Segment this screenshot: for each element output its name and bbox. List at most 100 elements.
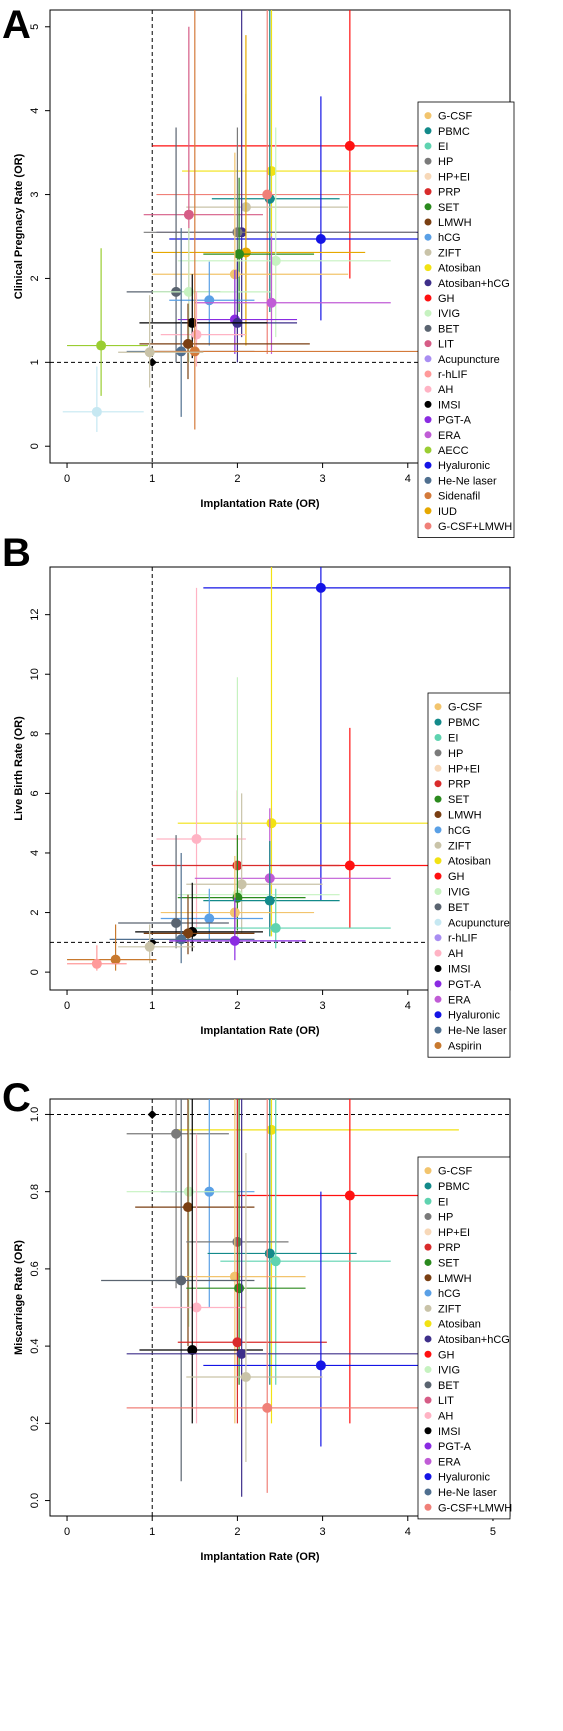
legend-swatch <box>424 431 432 439</box>
y-tick-label: 2 <box>29 275 41 281</box>
legend-swatch <box>424 279 432 287</box>
x-tick-label: 1 <box>149 1526 155 1538</box>
data-point <box>191 329 202 340</box>
legend-swatch <box>424 142 432 150</box>
legend-swatch <box>434 918 442 926</box>
legend-swatch <box>434 903 442 911</box>
legend-swatch <box>424 127 432 135</box>
data-point <box>240 1372 251 1382</box>
data-point <box>187 1344 198 1355</box>
x-tick-label: 3 <box>320 473 326 485</box>
legend-label: LMWH <box>438 1273 472 1285</box>
legend-label: IVIG <box>438 308 460 320</box>
data-point <box>183 928 193 939</box>
y-tick-label: 1.0 <box>29 1107 41 1122</box>
legend-swatch <box>424 157 432 165</box>
legend-swatch <box>424 1396 432 1404</box>
legend-swatch <box>424 385 432 393</box>
data-point <box>266 1124 277 1135</box>
data-points <box>67 567 510 971</box>
legend-swatch <box>434 1011 442 1019</box>
legend-label: GH <box>438 1349 455 1361</box>
y-tick-label: 4 <box>29 850 41 856</box>
legend-swatch <box>424 340 432 348</box>
legend-swatch <box>424 203 432 211</box>
data-point <box>270 1256 281 1267</box>
legend-swatch <box>424 416 432 424</box>
x-tick-label: 1 <box>149 1000 155 1012</box>
legend-label: hCG <box>438 232 461 244</box>
legend-label: EI <box>438 1196 448 1208</box>
x-tick-label: 4 <box>405 473 411 485</box>
legend-swatch <box>424 172 432 180</box>
data-point <box>229 935 240 946</box>
data-point <box>266 818 277 829</box>
data-point <box>191 1302 202 1313</box>
data-point <box>236 1348 247 1359</box>
legend-swatch <box>424 188 432 196</box>
legend-swatch <box>424 1197 432 1205</box>
legend-label: IVIG <box>438 1365 460 1377</box>
legend-label: ERA <box>448 994 471 1006</box>
data-point <box>315 1360 326 1371</box>
data-point <box>232 227 243 238</box>
legend-label: HP+EI <box>438 1227 470 1239</box>
legend-swatch <box>424 294 432 302</box>
legend-swatch <box>424 1304 432 1312</box>
legend-label: ERA <box>438 1456 461 1468</box>
legend-label: Aspirin <box>448 1041 482 1053</box>
data-point <box>204 913 215 924</box>
x-tick-label: 3 <box>320 1000 326 1012</box>
legend-swatch <box>424 446 432 454</box>
data-point <box>183 1202 193 1213</box>
chart-panel-B: B012345024681012Implantation Rate (OR)Li… <box>2 531 511 1058</box>
legend-label: AECC <box>438 445 469 457</box>
legend-swatch <box>434 718 442 726</box>
legend-label: AH <box>448 948 463 960</box>
legend-swatch <box>424 1366 432 1374</box>
legend-swatch <box>424 1320 432 1328</box>
data-point <box>315 234 326 245</box>
legend-label: LMWH <box>438 217 472 229</box>
x-tick-label: 0 <box>64 1526 70 1538</box>
legend-swatch <box>424 233 432 241</box>
legend-swatch <box>424 218 432 226</box>
legend-swatch <box>434 934 442 942</box>
legend-label: hCG <box>448 825 471 837</box>
x-axis-title: Implantation Rate (OR) <box>200 1551 320 1563</box>
legend-label: Hyaluronic <box>448 1010 500 1022</box>
data-point <box>266 166 277 177</box>
legend-box <box>417 101 515 539</box>
legend-swatch <box>424 1213 432 1221</box>
legend-label: ERA <box>438 430 461 442</box>
panel-letter: A <box>2 3 31 47</box>
legend-label: IMSI <box>438 1426 461 1438</box>
legend-swatch <box>424 309 432 317</box>
y-axis-title: Miscarriage Rate (OR) <box>13 1240 25 1355</box>
data-point <box>144 347 155 358</box>
data-point <box>183 338 193 349</box>
legend-swatch <box>434 949 442 957</box>
data-point <box>236 879 247 890</box>
data-point <box>96 340 107 351</box>
legend-swatch <box>434 703 442 711</box>
legend-swatch <box>424 1228 432 1236</box>
y-tick-label: 0 <box>29 443 41 449</box>
legend-swatch <box>424 370 432 378</box>
legend-swatch <box>424 1258 432 1266</box>
legend-label: Atosiban+hCG <box>438 278 510 290</box>
legend-label: BET <box>448 902 470 914</box>
legend-label: GH <box>438 293 455 305</box>
legend-label: HP <box>448 748 463 760</box>
data-points <box>62 10 510 432</box>
panel-letter: B <box>2 531 31 575</box>
legend-label: hCG <box>438 1288 461 1300</box>
legend-swatch <box>424 461 432 469</box>
data-point <box>262 1402 273 1413</box>
legend-label: Hyaluronic <box>438 460 490 472</box>
y-tick-label: 0.4 <box>29 1338 41 1353</box>
x-axis-title: Implantation Rate (OR) <box>200 1025 320 1037</box>
legend-swatch <box>424 1274 432 1282</box>
legend-label: HP+EI <box>438 171 470 183</box>
